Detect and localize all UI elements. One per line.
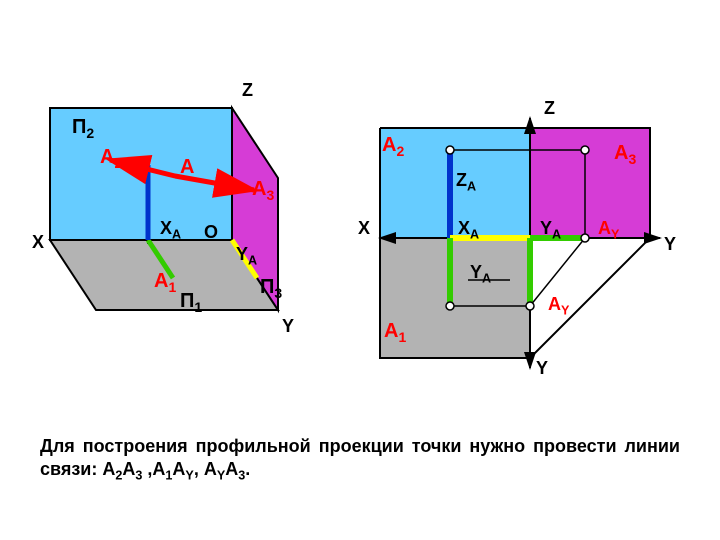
lbl-left-XA: XA bbox=[160, 218, 181, 242]
lbl-left-A2: А2 bbox=[100, 146, 122, 171]
lbl-right-A2: А2 bbox=[382, 134, 404, 159]
lbl-left-X: X bbox=[32, 232, 44, 253]
lbl-left-P1: П1 bbox=[180, 290, 202, 315]
lbl-left-Z: Z bbox=[242, 80, 253, 101]
lbl-left-A: A bbox=[180, 156, 194, 179]
lbl-right-X: X bbox=[358, 218, 370, 239]
lbl-left-A3: А3 bbox=[252, 178, 274, 203]
lbl-right-AY2: АY bbox=[548, 294, 569, 318]
lbl-left-A1: А1 bbox=[154, 270, 176, 295]
lbl-right-A1: А1 bbox=[384, 320, 406, 345]
lbl-left-Y: Y bbox=[282, 316, 294, 337]
lbl-right-A3: А3 bbox=[614, 142, 636, 167]
lbl-left-O: O bbox=[204, 222, 218, 243]
left-diagram bbox=[20, 80, 360, 400]
lbl-right-ZA: ZA bbox=[456, 170, 476, 194]
figure-container: Z X Y O П2 П1 П3 A А2 А3 А1 XA YA bbox=[0, 0, 720, 540]
lbl-left-P3: П3 bbox=[260, 276, 282, 301]
lbl-left-P2: П2 bbox=[72, 116, 94, 141]
lbl-right-YA-in: YA bbox=[470, 262, 491, 286]
lbl-right-Y-down: Y bbox=[536, 358, 548, 379]
lbl-right-XA: XA bbox=[458, 218, 479, 242]
lbl-right-Y-right: Y bbox=[664, 234, 676, 255]
lbl-left-YA: YA bbox=[236, 244, 257, 268]
lbl-right-Z: Z bbox=[544, 98, 555, 119]
lbl-right-YA-ax: YA bbox=[540, 218, 561, 242]
lbl-right-AY1: АY bbox=[598, 218, 619, 242]
caption-text: Для построения профильной проекции точки… bbox=[40, 435, 680, 484]
